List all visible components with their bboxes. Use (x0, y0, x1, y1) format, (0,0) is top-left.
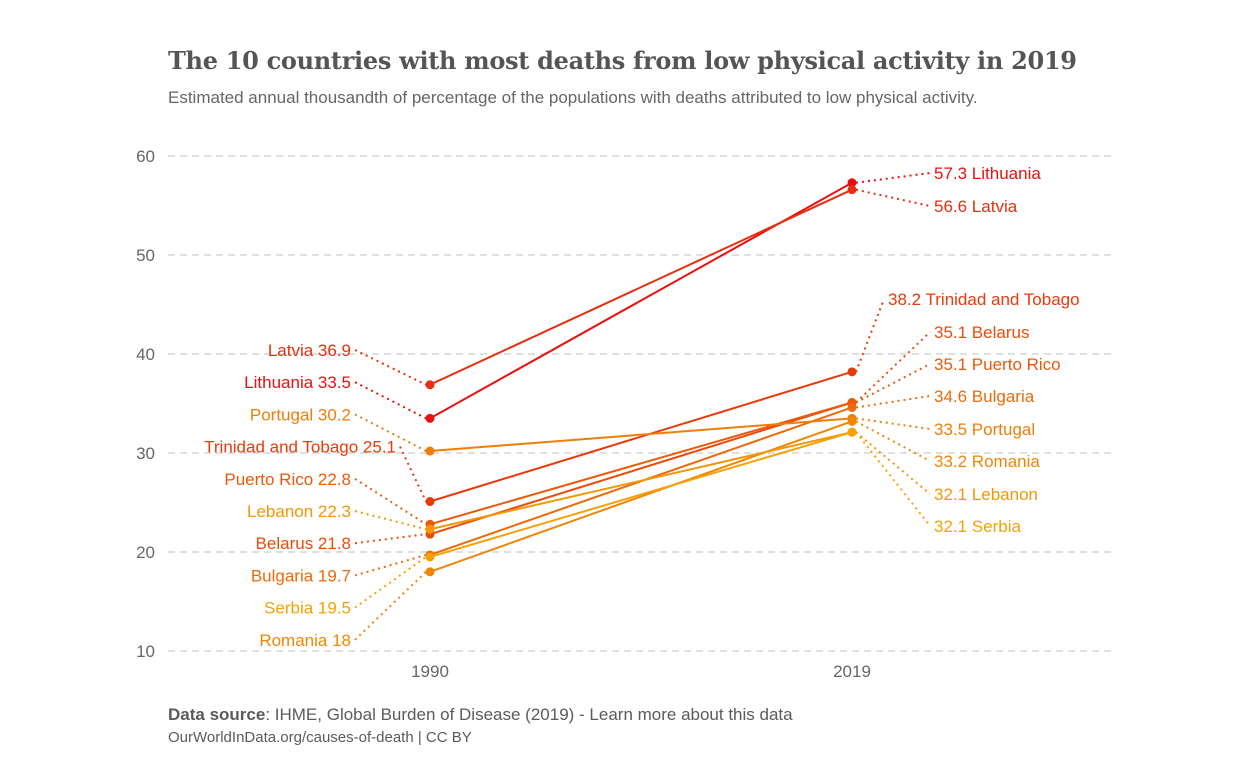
series-line-serbia (429, 431, 853, 558)
series-line-portugal (429, 417, 853, 453)
point-1990-romania (425, 567, 435, 577)
label-1990-bulgaria: Bulgaria 19.7 (251, 566, 351, 585)
label-2019-puerto-rico: 35.1 Puerto Rico (934, 355, 1061, 374)
series-line-puerto-rico (429, 401, 853, 526)
connector-right-portugal (855, 417, 931, 430)
data-source-text: : IHME, Global Burden of Disease (2019) … (265, 705, 793, 724)
label-1990-latvia: Latvia 36.9 (268, 341, 351, 360)
point-2019-lithuania (847, 178, 857, 188)
connector-right-bulgaria (855, 395, 931, 409)
label-2019-belarus: 35.1 Belarus (934, 323, 1029, 342)
label-1990-serbia: Serbia 19.5 (264, 599, 351, 618)
label-2019-bulgaria: 34.6 Bulgaria (934, 387, 1035, 406)
connector-left-bulgaria (354, 554, 427, 577)
y-tick-label-30: 30 (136, 444, 155, 463)
label-1990-trinidad-and-tobago: Trinidad and Tobago 25.1 (204, 438, 396, 457)
y-tick-label-50: 50 (136, 246, 155, 265)
connector-right-romania (855, 420, 931, 462)
point-1990-lebanon (425, 524, 435, 534)
chart-subtitle: Estimated annual thousandth of percentag… (168, 88, 978, 107)
label-1990-lithuania: Lithuania 33.5 (244, 373, 351, 392)
point-2019-bulgaria (847, 402, 857, 412)
y-tick-label-20: 20 (136, 543, 155, 562)
label-2019-romania: 33.2 Romania (934, 452, 1040, 471)
series-line-lebanon (429, 431, 853, 531)
label-2019-serbia: 32.1 Serbia (934, 517, 1021, 536)
point-1990-portugal (425, 446, 435, 456)
series-line-latvia (429, 188, 853, 386)
point-1990-serbia (425, 552, 435, 562)
point-2019-serbia (847, 427, 857, 437)
y-tick-label-40: 40 (136, 345, 155, 364)
point-2019-romania (847, 416, 857, 426)
series-line-romania (429, 420, 853, 573)
connector-right-lebanon (855, 431, 931, 495)
connector-left-lithuania (354, 381, 427, 420)
connector-right-trinidad-and-tobago (855, 298, 885, 373)
label-2019-lebanon: 32.1 Lebanon (934, 485, 1038, 504)
connector-left-serbia (354, 556, 427, 609)
chart-footer: Data source: IHME, Global Burden of Dise… (168, 705, 793, 746)
connector-left-lebanon (354, 510, 427, 531)
label-2019-portugal: 33.5 Portugal (934, 420, 1035, 439)
point-1990-lithuania (425, 413, 435, 423)
connector-left-latvia (354, 349, 427, 386)
label-1990-portugal: Portugal 30.2 (250, 405, 351, 424)
connector-right-lithuania (855, 172, 931, 184)
series-line-trinidad-and-tobago (429, 370, 853, 503)
connector-left-belarus (354, 533, 427, 545)
connector-right-serbia (855, 431, 931, 527)
chart-title: The 10 countries with most deaths from l… (168, 46, 1077, 75)
connector-right-latvia (855, 188, 931, 207)
connector-right-belarus (855, 331, 931, 404)
x-tick-label-1990: 1990 (411, 662, 449, 681)
point-2019-trinidad-and-tobago (847, 367, 857, 377)
slope-chart: 10 20 30 40 50 60 1990 2019 Lithuania 33.5 57.3 L… (136, 147, 1115, 681)
y-tick-label-10: 10 (136, 642, 155, 661)
data-source-label: Data source (168, 705, 266, 724)
label-1990-puerto-rico: Puerto Rico 22.8 (224, 470, 351, 489)
label-1990-belarus: Belarus 21.8 (256, 534, 351, 553)
source-url-link[interactable]: OurWorldInData.org/causes-of-death | CC … (168, 729, 472, 746)
connector-left-romania (354, 571, 427, 641)
label-2019-latvia: 56.6 Latvia (934, 197, 1018, 216)
point-1990-latvia (425, 380, 435, 390)
point-2019-latvia (847, 185, 857, 195)
x-tick-label-2019: 2019 (833, 662, 871, 681)
label-1990-lebanon: Lebanon 22.3 (247, 502, 351, 521)
connector-left-trinidad-and-tobago (399, 446, 427, 502)
label-2019-trinidad-and-tobago: 38.2 Trinidad and Tobago (888, 290, 1080, 309)
connector-left-portugal (354, 413, 427, 452)
point-1990-trinidad-and-tobago (425, 497, 435, 507)
data-source-line: Data source: IHME, Global Burden of Dise… (168, 705, 793, 725)
connector-left-puerto-rico (354, 477, 427, 526)
y-tick-label-60: 60 (136, 147, 155, 166)
label-1990-romania: Romania 18 (259, 631, 351, 650)
label-2019-lithuania: 57.3 Lithuania (934, 164, 1041, 183)
connector-right-puerto-rico (855, 363, 931, 404)
